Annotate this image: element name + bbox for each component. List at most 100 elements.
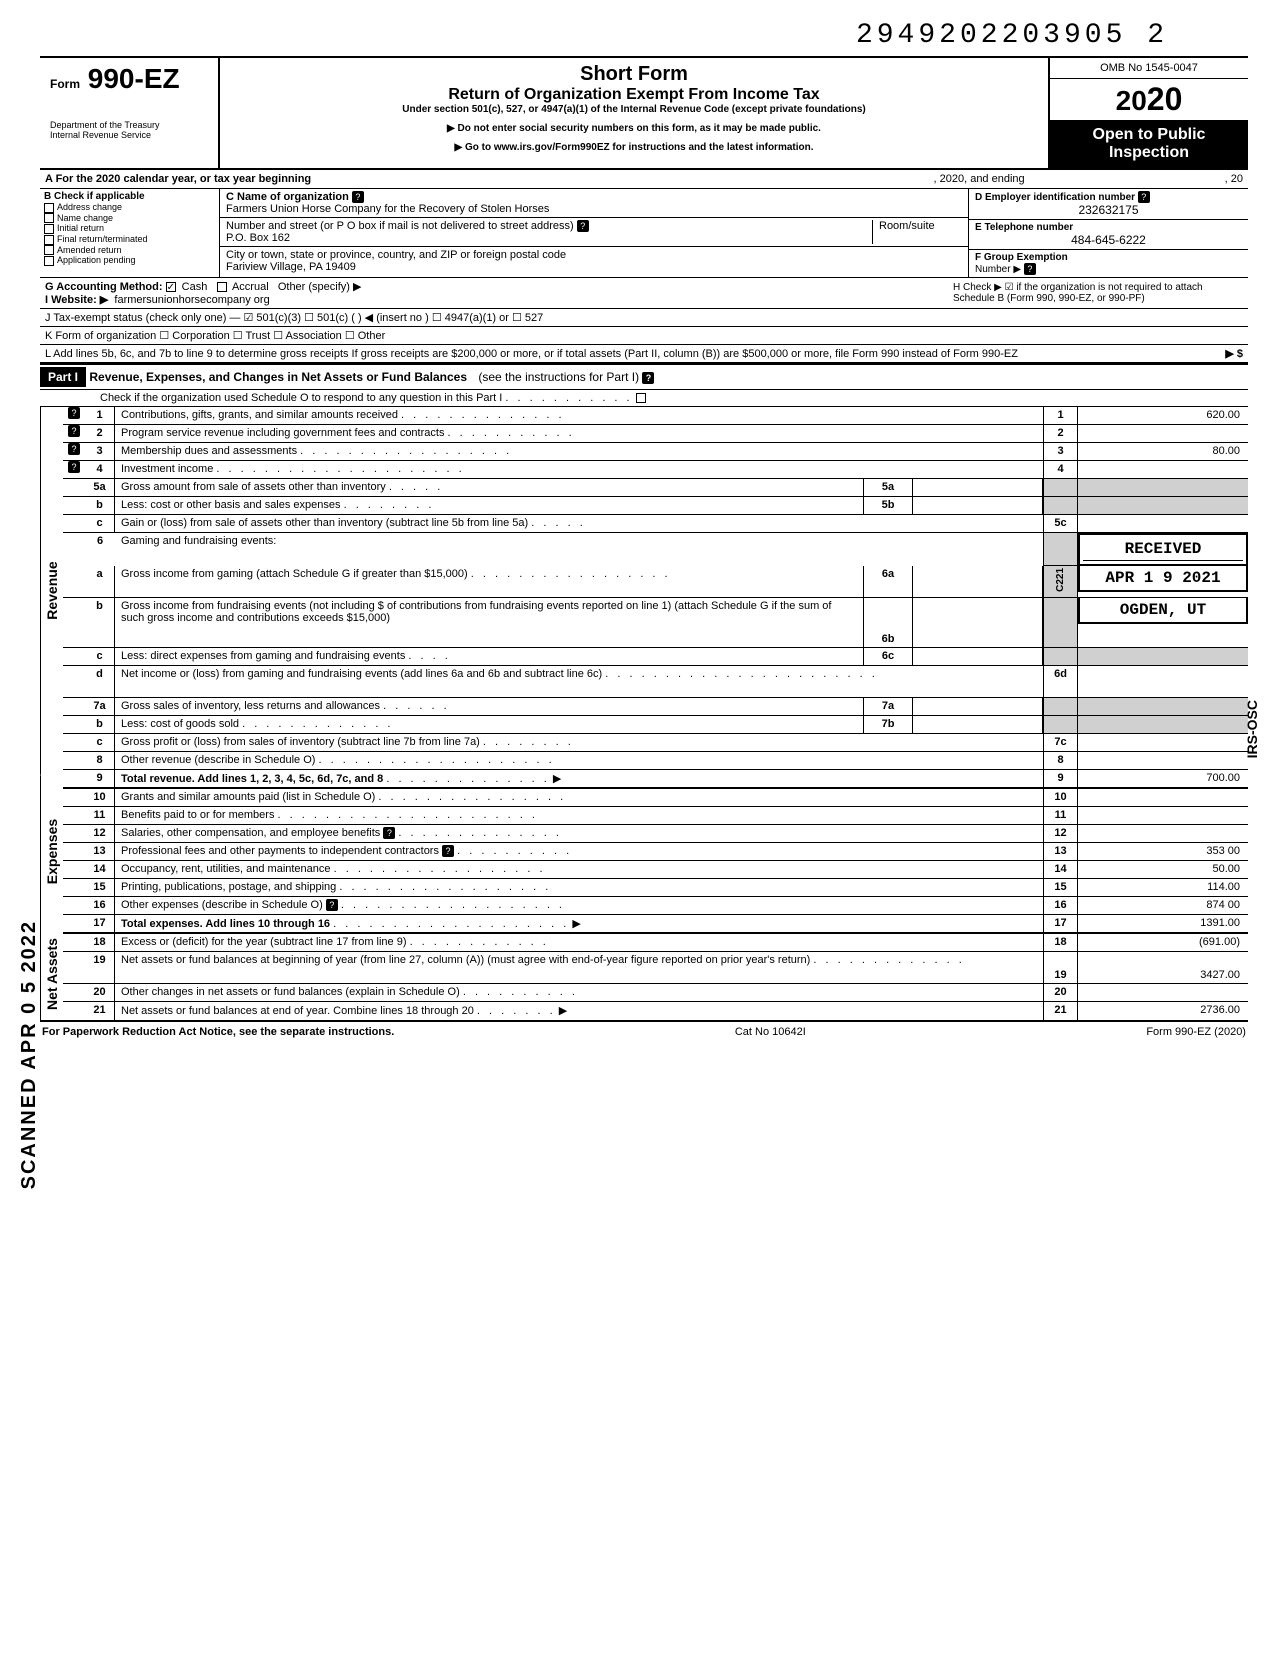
col-de: D Employer identification number ? 23263… xyxy=(968,189,1248,277)
row-7a: 7a Gross sales of inventory, less return… xyxy=(63,698,1248,716)
row-14: 14 Occupancy, rent, utilities, and maint… xyxy=(63,861,1248,879)
chk-amended[interactable] xyxy=(44,245,54,255)
f-label2: Number ▶ xyxy=(975,264,1021,275)
instr-2: ▶ Go to www.irs.gov/Form990EZ for instru… xyxy=(225,142,1043,153)
help-icon[interactable]: ? xyxy=(577,220,589,232)
row-5a: 5a Gross amount from sale of assets othe… xyxy=(63,479,1248,497)
addr-label: Number and street (or P O box if mail is… xyxy=(226,220,574,232)
row-17: 17 Total expenses. Add lines 10 through … xyxy=(63,915,1248,934)
row-6a: a Gross income from gaming (attach Sched… xyxy=(63,566,1248,598)
footer-mid: Cat No 10642I xyxy=(735,1026,806,1038)
org-city: Fariview Village, PA 19409 xyxy=(226,261,356,273)
title-cell: Short Form Return of Organization Exempt… xyxy=(220,58,1048,168)
col-b-header: B Check if applicable xyxy=(44,191,215,202)
footer-right: Form 990-EZ (2020) xyxy=(1146,1026,1246,1038)
row-20: 20 Other changes in net assets or fund b… xyxy=(63,984,1248,1002)
chk-final[interactable] xyxy=(44,235,54,245)
line-l: L Add lines 5b, 6c, and 7b to line 9 to … xyxy=(40,345,1248,363)
line-h: H Check ▶ ☑ if the organization is not r… xyxy=(953,282,1243,304)
title-sub: Return of Organization Exempt From Incom… xyxy=(225,86,1043,104)
chk-accrual[interactable] xyxy=(217,282,227,292)
dept-line2: Internal Revenue Service xyxy=(50,130,208,140)
row-5b: b Less: cost or other basis and sales ex… xyxy=(63,497,1248,515)
help-icon[interactable]: ? xyxy=(326,899,338,911)
chk-pending[interactable] xyxy=(44,256,54,266)
row-8: 8 Other revenue (describe in Schedule O)… xyxy=(63,752,1248,770)
public-1: Open to Public xyxy=(1056,126,1242,144)
help-icon[interactable]: ? xyxy=(68,407,80,419)
help-icon[interactable]: ? xyxy=(68,425,80,437)
line-k: K Form of organization ☐ Corporation ☐ T… xyxy=(40,327,1248,345)
room-label: Room/suite xyxy=(879,220,935,232)
help-icon[interactable]: ? xyxy=(642,372,654,384)
row-19: 19 Net assets or fund balances at beginn… xyxy=(63,952,1248,984)
chk-cash[interactable] xyxy=(166,282,176,292)
row-11: 11 Benefits paid to or for members . . .… xyxy=(63,807,1248,825)
row-6b: b Gross income from fundraising events (… xyxy=(63,598,1248,648)
help-icon[interactable]: ? xyxy=(383,827,395,839)
ein-value: 232632175 xyxy=(975,203,1242,217)
row-6c: c Less: direct expenses from gaming and … xyxy=(63,648,1248,666)
part-1-header: Part I Revenue, Expenses, and Changes in… xyxy=(40,363,1248,390)
row-18: 18 Excess or (deficit) for the year (sub… xyxy=(63,934,1248,952)
chk-schedule-o[interactable] xyxy=(636,393,646,403)
form-number: 990-EZ xyxy=(88,63,180,94)
help-icon[interactable]: ? xyxy=(442,845,454,857)
chk-name[interactable] xyxy=(44,213,54,223)
row-7b: b Less: cost of goods sold . . . . . . .… xyxy=(63,716,1248,734)
row-2: ? 2 Program service revenue including go… xyxy=(63,425,1248,443)
side-netassets: Net Assets xyxy=(40,928,63,1020)
instr-1: ▶ Do not enter social security numbers o… xyxy=(225,123,1043,134)
title-main: Short Form xyxy=(225,63,1043,86)
row-7c: c Gross profit or (loss) from sales of i… xyxy=(63,734,1248,752)
row-1: ? 1 Contributions, gifts, grants, and si… xyxy=(63,407,1248,425)
line-a: A For the 2020 calendar year, or tax yea… xyxy=(40,170,1248,189)
help-icon[interactable]: ? xyxy=(352,191,364,203)
title-under: Under section 501(c), 527, or 4947(a)(1)… xyxy=(225,104,1043,115)
city-label: City or town, state or province, country… xyxy=(226,249,566,261)
phone-value: 484-645-6222 xyxy=(975,233,1242,247)
received-stamp: RECEIVED xyxy=(1078,533,1248,566)
year-suffix: 20 xyxy=(1147,81,1183,117)
received-date: APR 1 9 2021 xyxy=(1078,566,1248,592)
side-expenses: Expenses xyxy=(40,775,63,928)
e-label: E Telephone number xyxy=(975,222,1073,233)
org-addr: P.O. Box 162 xyxy=(226,232,290,244)
received-loc: OGDEN, UT xyxy=(1078,598,1248,624)
row-6d: d Net income or (loss) from gaming and f… xyxy=(63,666,1248,698)
help-icon[interactable]: ? xyxy=(68,461,80,473)
chk-address[interactable] xyxy=(44,203,54,213)
row-4: ? 4 Investment income . . . . . . . . . … xyxy=(63,461,1248,479)
omb: OMB No 1545-0047 xyxy=(1050,58,1248,79)
dept-line1: Department of the Treasury xyxy=(50,120,208,130)
year-prefix: 20 xyxy=(1116,85,1147,116)
line-j: J Tax-exempt status (check only one) — ☑… xyxy=(40,309,1248,327)
row-3: ? 3 Membership dues and assessments . . … xyxy=(63,443,1248,461)
col-c: C Name of organization ? Farmers Union H… xyxy=(220,189,968,277)
right-header: OMB No 1545-0047 2020 Open to Public Ins… xyxy=(1048,58,1248,168)
col-b: B Check if applicable Address change Nam… xyxy=(40,189,220,277)
chk-initial[interactable] xyxy=(44,224,54,234)
footer-left: For Paperwork Reduction Act Notice, see … xyxy=(42,1026,394,1038)
name-label: C Name of organization xyxy=(226,191,349,203)
row-16: 16 Other expenses (describe in Schedule … xyxy=(63,897,1248,915)
side-revenue: Revenue xyxy=(40,407,63,775)
stamp-number: 2949202203905 2 xyxy=(40,20,1248,51)
row-21: 21 Net assets or fund balances at end of… xyxy=(63,1002,1248,1020)
line-g-i: G Accounting Method: Cash Accrual Other … xyxy=(40,278,1248,309)
footer: For Paperwork Reduction Act Notice, see … xyxy=(40,1020,1248,1042)
help-icon[interactable]: ? xyxy=(1138,191,1150,203)
f-label: F Group Exemption xyxy=(975,252,1068,263)
form-number-cell: Form 990-EZ Department of the Treasury I… xyxy=(40,58,220,168)
part-1-check: Check if the organization used Schedule … xyxy=(40,390,1248,407)
irs-osc-label: IRS-OSC xyxy=(1244,700,1260,758)
d-label: D Employer identification number xyxy=(975,192,1135,203)
row-13: 13 Professional fees and other payments … xyxy=(63,843,1248,861)
line-a-left: A For the 2020 calendar year, or tax yea… xyxy=(45,173,311,185)
scanned-stamp: SCANNED APR 0 5 2022 xyxy=(18,920,41,1189)
row-9: 9 Total revenue. Add lines 1, 2, 3, 4, 5… xyxy=(63,770,1248,789)
row-6: 6 Gaming and fundraising events: RECEIVE… xyxy=(63,533,1248,566)
org-name: Farmers Union Horse Company for the Reco… xyxy=(226,203,549,215)
help-icon[interactable]: ? xyxy=(68,443,80,455)
help-icon[interactable]: ? xyxy=(1024,263,1036,275)
